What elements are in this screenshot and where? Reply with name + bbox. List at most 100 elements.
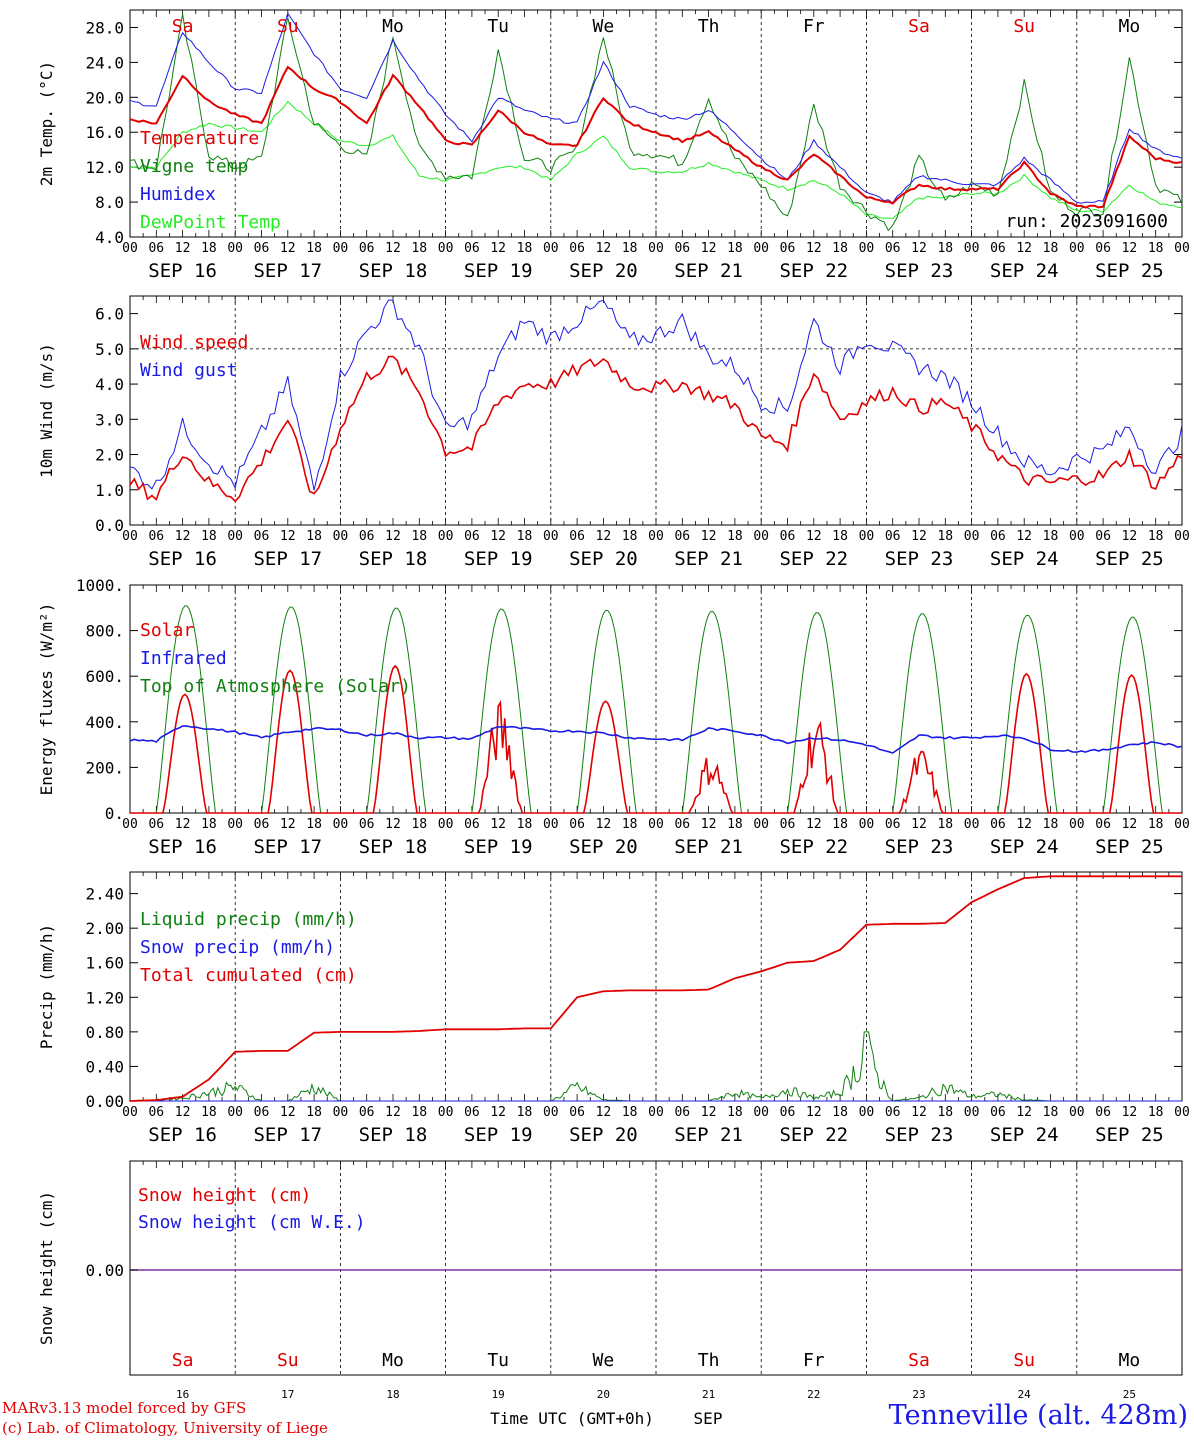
weekday-label: Mo: [1119, 1350, 1141, 1371]
hour-tick-label: 00: [1174, 817, 1190, 832]
hour-tick-label: 06: [990, 529, 1006, 544]
date-label: SEP 21: [674, 836, 743, 858]
y-tick-label: 0.00: [85, 1092, 124, 1111]
y-tick-label: 28.0: [85, 18, 124, 37]
hour-tick-label: 00: [333, 817, 349, 832]
hour-tick-label: 18: [937, 529, 953, 544]
hour-tick-label: 18: [832, 1105, 848, 1120]
date-label: SEP 19: [464, 548, 533, 570]
infrared-line: [129, 725, 1183, 754]
y-tick-label: 24.0: [85, 53, 124, 72]
hour-tick-label: 18: [937, 1105, 953, 1120]
hour-tick-label: 06: [780, 529, 796, 544]
weekday-label: Su: [1013, 1350, 1035, 1371]
hour-tick-label: 06: [148, 529, 164, 544]
hour-tick-label: 00: [859, 529, 875, 544]
hour-tick-label: 00: [648, 241, 664, 256]
hour-tick-label: 00: [964, 1105, 980, 1120]
y-tick-label: 0.0: [95, 516, 124, 535]
date-label: SEP 16: [148, 1124, 217, 1146]
hour-tick-label: 06: [359, 817, 375, 832]
vigne-temp-line: [129, 13, 1183, 232]
hour-tick-label: 00: [438, 241, 454, 256]
hour-tick-label: 00: [964, 241, 980, 256]
y-tick-label: 400.: [85, 713, 124, 732]
hour-tick-label: 12: [490, 241, 506, 256]
hour-tick-label: 12: [490, 529, 506, 544]
date-label: SEP 18: [359, 836, 428, 858]
date-label: SEP 20: [569, 836, 638, 858]
hour-tick-label: 00: [648, 817, 664, 832]
hour-tick-label: 18: [937, 817, 953, 832]
hour-tick-label: 12: [490, 817, 506, 832]
hour-tick-label: 12: [1016, 817, 1032, 832]
wind-gust-line: [129, 299, 1183, 491]
toa-solar-line: [130, 605, 1182, 814]
hour-tick-label: 12: [1122, 817, 1138, 832]
date-label: SEP 24: [990, 260, 1059, 282]
hour-tick-label: 00: [1069, 241, 1085, 256]
day-number-label: 25: [1123, 1388, 1136, 1401]
hour-tick-label: 18: [411, 241, 427, 256]
hour-tick-label: 00: [543, 1105, 559, 1120]
hour-tick-label: 00: [753, 817, 769, 832]
hour-tick-label: 12: [596, 529, 612, 544]
hour-tick-label: 12: [701, 529, 717, 544]
hour-tick-label: 18: [1148, 1105, 1164, 1120]
y-tick-label: 4.0: [95, 228, 124, 247]
y-axis-label: 2m Temp. (°C): [37, 61, 56, 186]
date-label: SEP 21: [674, 548, 743, 570]
hour-tick-label: 06: [254, 817, 270, 832]
hour-tick-label: 06: [569, 817, 585, 832]
weekday-label: We: [593, 1350, 615, 1371]
day-number-label: 21: [702, 1388, 715, 1401]
hour-tick-label: 06: [1095, 817, 1111, 832]
hour-tick-label: 12: [806, 1105, 822, 1120]
weekday-label: Th: [698, 1350, 720, 1371]
y-tick-label: 12.0: [85, 158, 124, 177]
date-label: SEP 18: [359, 1124, 428, 1146]
hour-tick-label: 00: [543, 241, 559, 256]
y-tick-label: 800.: [85, 622, 124, 641]
hour-tick-label: 18: [1148, 241, 1164, 256]
hour-tick-label: 12: [1016, 1105, 1032, 1120]
hour-tick-label: 06: [885, 817, 901, 832]
hour-tick-label: 06: [780, 1105, 796, 1120]
day-number-label: 16: [176, 1388, 189, 1401]
hour-tick-label: 12: [280, 817, 296, 832]
date-label: SEP 24: [990, 1124, 1059, 1146]
hour-tick-label: 18: [1043, 241, 1059, 256]
hour-tick-label: 00: [1069, 1105, 1085, 1120]
date-label: SEP 18: [359, 260, 428, 282]
hour-tick-label: 18: [1043, 1105, 1059, 1120]
date-label: SEP 21: [674, 260, 743, 282]
weekday-label: Mo: [1119, 16, 1141, 37]
hour-tick-label: 06: [464, 529, 480, 544]
legend-entry: Liquid precip (mm/h): [140, 909, 357, 930]
weekday-label: Tu: [487, 1350, 509, 1371]
hour-tick-label: 00: [438, 529, 454, 544]
date-label: SEP 22: [779, 260, 848, 282]
weekday-label: Sa: [908, 1350, 930, 1371]
legend-entry: Wind speed: [140, 332, 248, 353]
y-tick-label: 1.20: [85, 988, 124, 1007]
legend-entry: Snow height (cm): [138, 1185, 311, 1206]
hour-tick-label: 12: [911, 817, 927, 832]
hour-tick-label: 18: [622, 241, 638, 256]
hour-tick-label: 18: [306, 241, 322, 256]
hour-tick-label: 06: [464, 817, 480, 832]
hour-tick-label: 12: [490, 1105, 506, 1120]
hour-tick-label: 12: [701, 817, 717, 832]
hour-tick-label: 18: [201, 817, 217, 832]
hour-tick-label: 18: [832, 529, 848, 544]
y-tick-label: 20.0: [85, 88, 124, 107]
hour-tick-label: 00: [543, 529, 559, 544]
hour-tick-label: 06: [990, 817, 1006, 832]
hour-tick-label: 18: [411, 529, 427, 544]
hour-tick-label: 12: [1122, 1105, 1138, 1120]
hour-tick-label: 18: [306, 1105, 322, 1120]
hour-tick-label: 18: [1148, 817, 1164, 832]
hour-tick-label: 06: [1095, 1105, 1111, 1120]
hour-tick-label: 12: [806, 241, 822, 256]
weekday-label: Sa: [172, 16, 194, 37]
